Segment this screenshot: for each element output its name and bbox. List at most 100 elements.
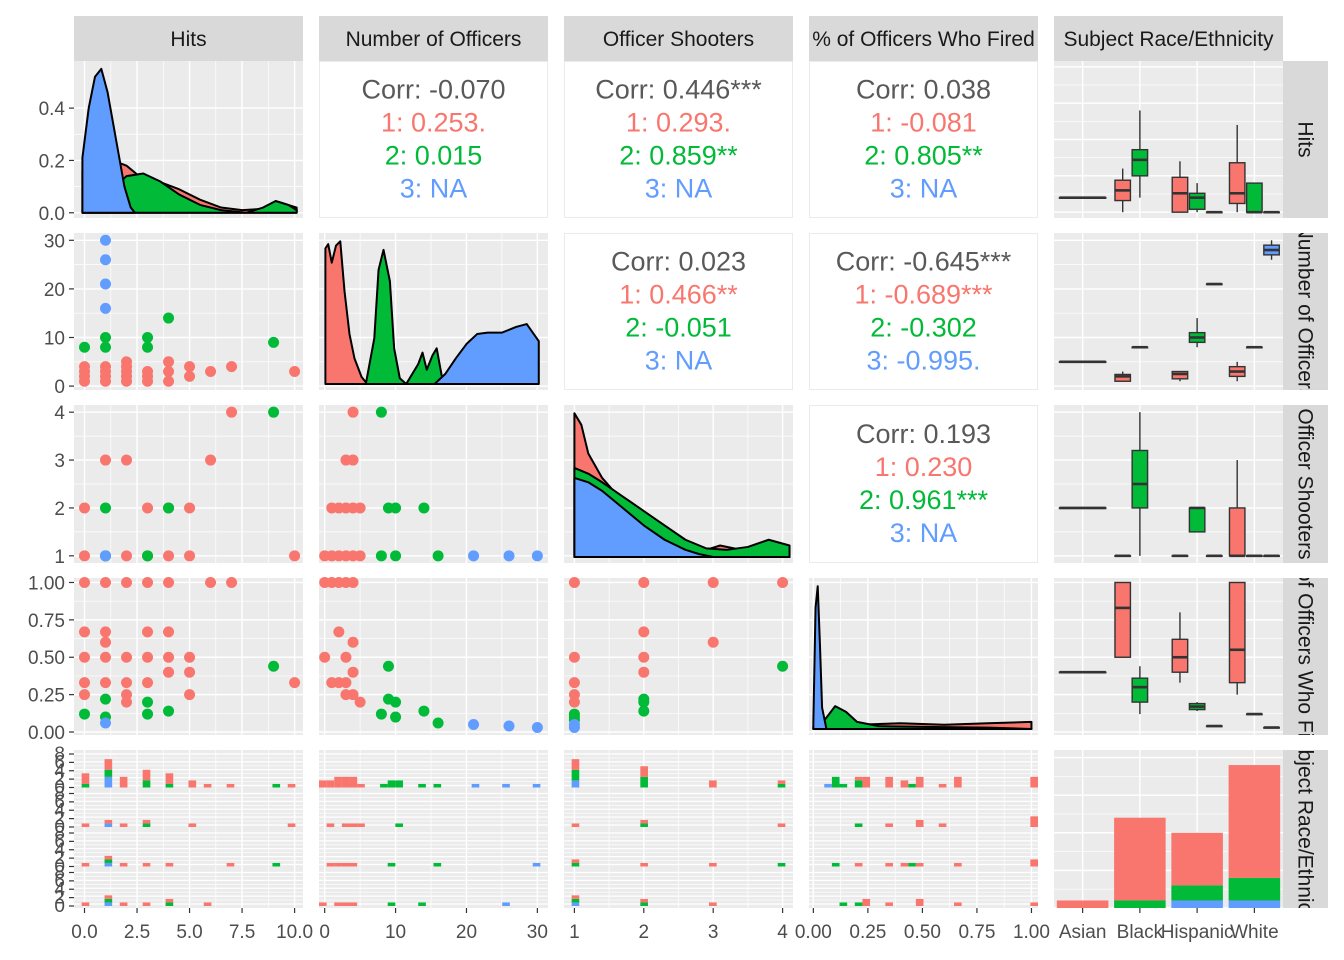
bottom-axis-tick-label: 20 xyxy=(456,922,477,943)
histogram-bar-group-1 xyxy=(349,862,358,867)
scatter-point-group-1 xyxy=(79,689,91,701)
left-axis-tick-label: 0 xyxy=(54,896,65,917)
histogram-bar-group-1 xyxy=(119,862,128,867)
scatter-point-group-1 xyxy=(163,666,175,678)
histogram-bar-group-2 xyxy=(272,783,281,788)
scatter-point-group-3 xyxy=(503,720,515,732)
scatter-point-group-2 xyxy=(142,708,154,720)
scatter-point-group-1 xyxy=(163,651,175,663)
scatter-point-group-1 xyxy=(354,696,366,708)
histogram-bar-group-1 xyxy=(1030,776,1038,788)
scatter-point-group-1 xyxy=(205,576,217,588)
histogram-bar-group-2 xyxy=(104,769,113,777)
left-axis-tick-label: 4 xyxy=(54,403,65,424)
histogram-bar-group-1 xyxy=(319,780,327,788)
panel-background xyxy=(1054,578,1283,735)
histogram-bar-group-3 xyxy=(571,902,580,906)
boxplot-box-group-2 xyxy=(1131,449,1149,509)
histogram-bar-group-2 xyxy=(854,902,863,906)
histogram-bar-group-1 xyxy=(326,823,335,827)
histogram-bar-group-1 xyxy=(915,862,924,867)
histogram-bar-group-1 xyxy=(226,862,235,867)
histogram-bar-group-1 xyxy=(165,898,174,903)
histogram-bar-group-1 xyxy=(142,862,151,867)
bottom-axis-tick-label: 0 xyxy=(319,922,330,943)
bar-segment-group-3 xyxy=(1171,900,1223,908)
correlation-overall: Corr: -0.645*** xyxy=(836,247,1012,277)
boxplot-box-group-2 xyxy=(1188,192,1206,210)
scatter-panel-hits_vs_officers xyxy=(74,233,303,390)
histogram-bar-group-1 xyxy=(119,902,128,906)
scatter-point-group-3 xyxy=(531,722,543,734)
scatter-point-group-1 xyxy=(707,576,719,588)
bar-segment-group-3 xyxy=(1228,900,1281,908)
left-axis-tick-label: 3 xyxy=(54,451,65,472)
left-axis-tick-label: 6 xyxy=(54,871,65,892)
histogram-bar-group-2 xyxy=(165,783,174,788)
row-strip-label-group: Number of Officers xyxy=(1294,233,1317,390)
histogram-bar-group-1 xyxy=(334,862,342,867)
scatter-point-group-1 xyxy=(184,666,196,678)
histogram-bar-group-3 xyxy=(104,823,113,827)
scatter-point-group-1 xyxy=(319,651,331,663)
scatter-point-group-1 xyxy=(79,677,91,689)
histogram-bar-group-1 xyxy=(188,780,197,788)
scatter-point-group-1 xyxy=(638,576,650,588)
row-strip-4 xyxy=(1283,750,1328,908)
column-strip-label-group: Hits xyxy=(170,28,206,51)
histogram-bar-group-1 xyxy=(165,773,174,784)
scatter-point-group-2 xyxy=(390,711,402,723)
histogram-bar-group-2 xyxy=(418,902,426,906)
histogram-bar-group-1 xyxy=(341,776,350,788)
left-axis-tick-label: 30 xyxy=(44,231,65,252)
histogram-bar-group-3 xyxy=(571,780,580,788)
scatter-point-group-3 xyxy=(503,550,515,562)
boxplot-box-group-1 xyxy=(1114,581,1132,658)
scatter-point-group-2 xyxy=(79,708,91,720)
left-axis-tick-label: 20 xyxy=(44,280,65,301)
histogram-bar-group-2 xyxy=(387,902,396,906)
histogram-bar-group-1 xyxy=(104,895,113,899)
histogram-bar-group-2 xyxy=(839,902,848,906)
left-axis-tick-label: 6 xyxy=(54,792,65,813)
boxplot-box-group-2 xyxy=(1245,182,1263,213)
scatter-point-group-1 xyxy=(100,454,112,466)
scatter-point-group-1 xyxy=(347,576,359,588)
histogram-bar-group-2 xyxy=(272,862,281,867)
left-axis-tick-label: 2 xyxy=(54,769,65,790)
histogram-bar-group-1 xyxy=(81,902,90,906)
scatter-point-group-1 xyxy=(163,356,175,368)
histogram-bar-group-2 xyxy=(433,783,442,788)
scatter-point-group-1 xyxy=(347,406,359,418)
scatter-point-group-1 xyxy=(100,361,112,373)
histogram-bar-group-2 xyxy=(831,776,840,788)
scatter-point-group-2 xyxy=(268,406,280,418)
histogram-bar-group-2 xyxy=(571,862,580,867)
scatter-point-group-1 xyxy=(568,651,580,663)
scatter-point-group-1 xyxy=(79,651,91,663)
histogram-bar-group-2 xyxy=(640,902,648,906)
histogram-bar-group-2 xyxy=(418,783,426,788)
bar-segment-group-1 xyxy=(1056,900,1109,908)
left-axis-tick-label: 0 xyxy=(54,857,65,878)
histogram-bar-group-1 xyxy=(854,862,863,867)
histogram-bar-group-1 xyxy=(81,862,90,867)
panel-background xyxy=(319,578,548,735)
histogram-bar-group-1 xyxy=(119,776,128,788)
scatter-point-group-2 xyxy=(100,332,112,344)
histogram-bar-group-1 xyxy=(81,773,90,784)
correlation-group-3: 3: NA xyxy=(890,174,958,204)
histogram-bar-group-1 xyxy=(319,902,327,906)
scatter-point-group-2 xyxy=(390,550,402,562)
scatter-point-group-1 xyxy=(568,696,580,708)
boxplot-panel-pct_fired xyxy=(1054,578,1283,735)
bottom-axis-tick-label: 4 xyxy=(777,922,788,943)
histogram-bar-group-3 xyxy=(471,783,480,788)
scatter-point-group-1 xyxy=(333,626,345,638)
histogram-bar-group-1 xyxy=(954,862,962,867)
scatter-point-group-1 xyxy=(568,677,580,689)
column-strip-2 xyxy=(564,16,793,61)
scatter-point-group-1 xyxy=(100,677,112,689)
